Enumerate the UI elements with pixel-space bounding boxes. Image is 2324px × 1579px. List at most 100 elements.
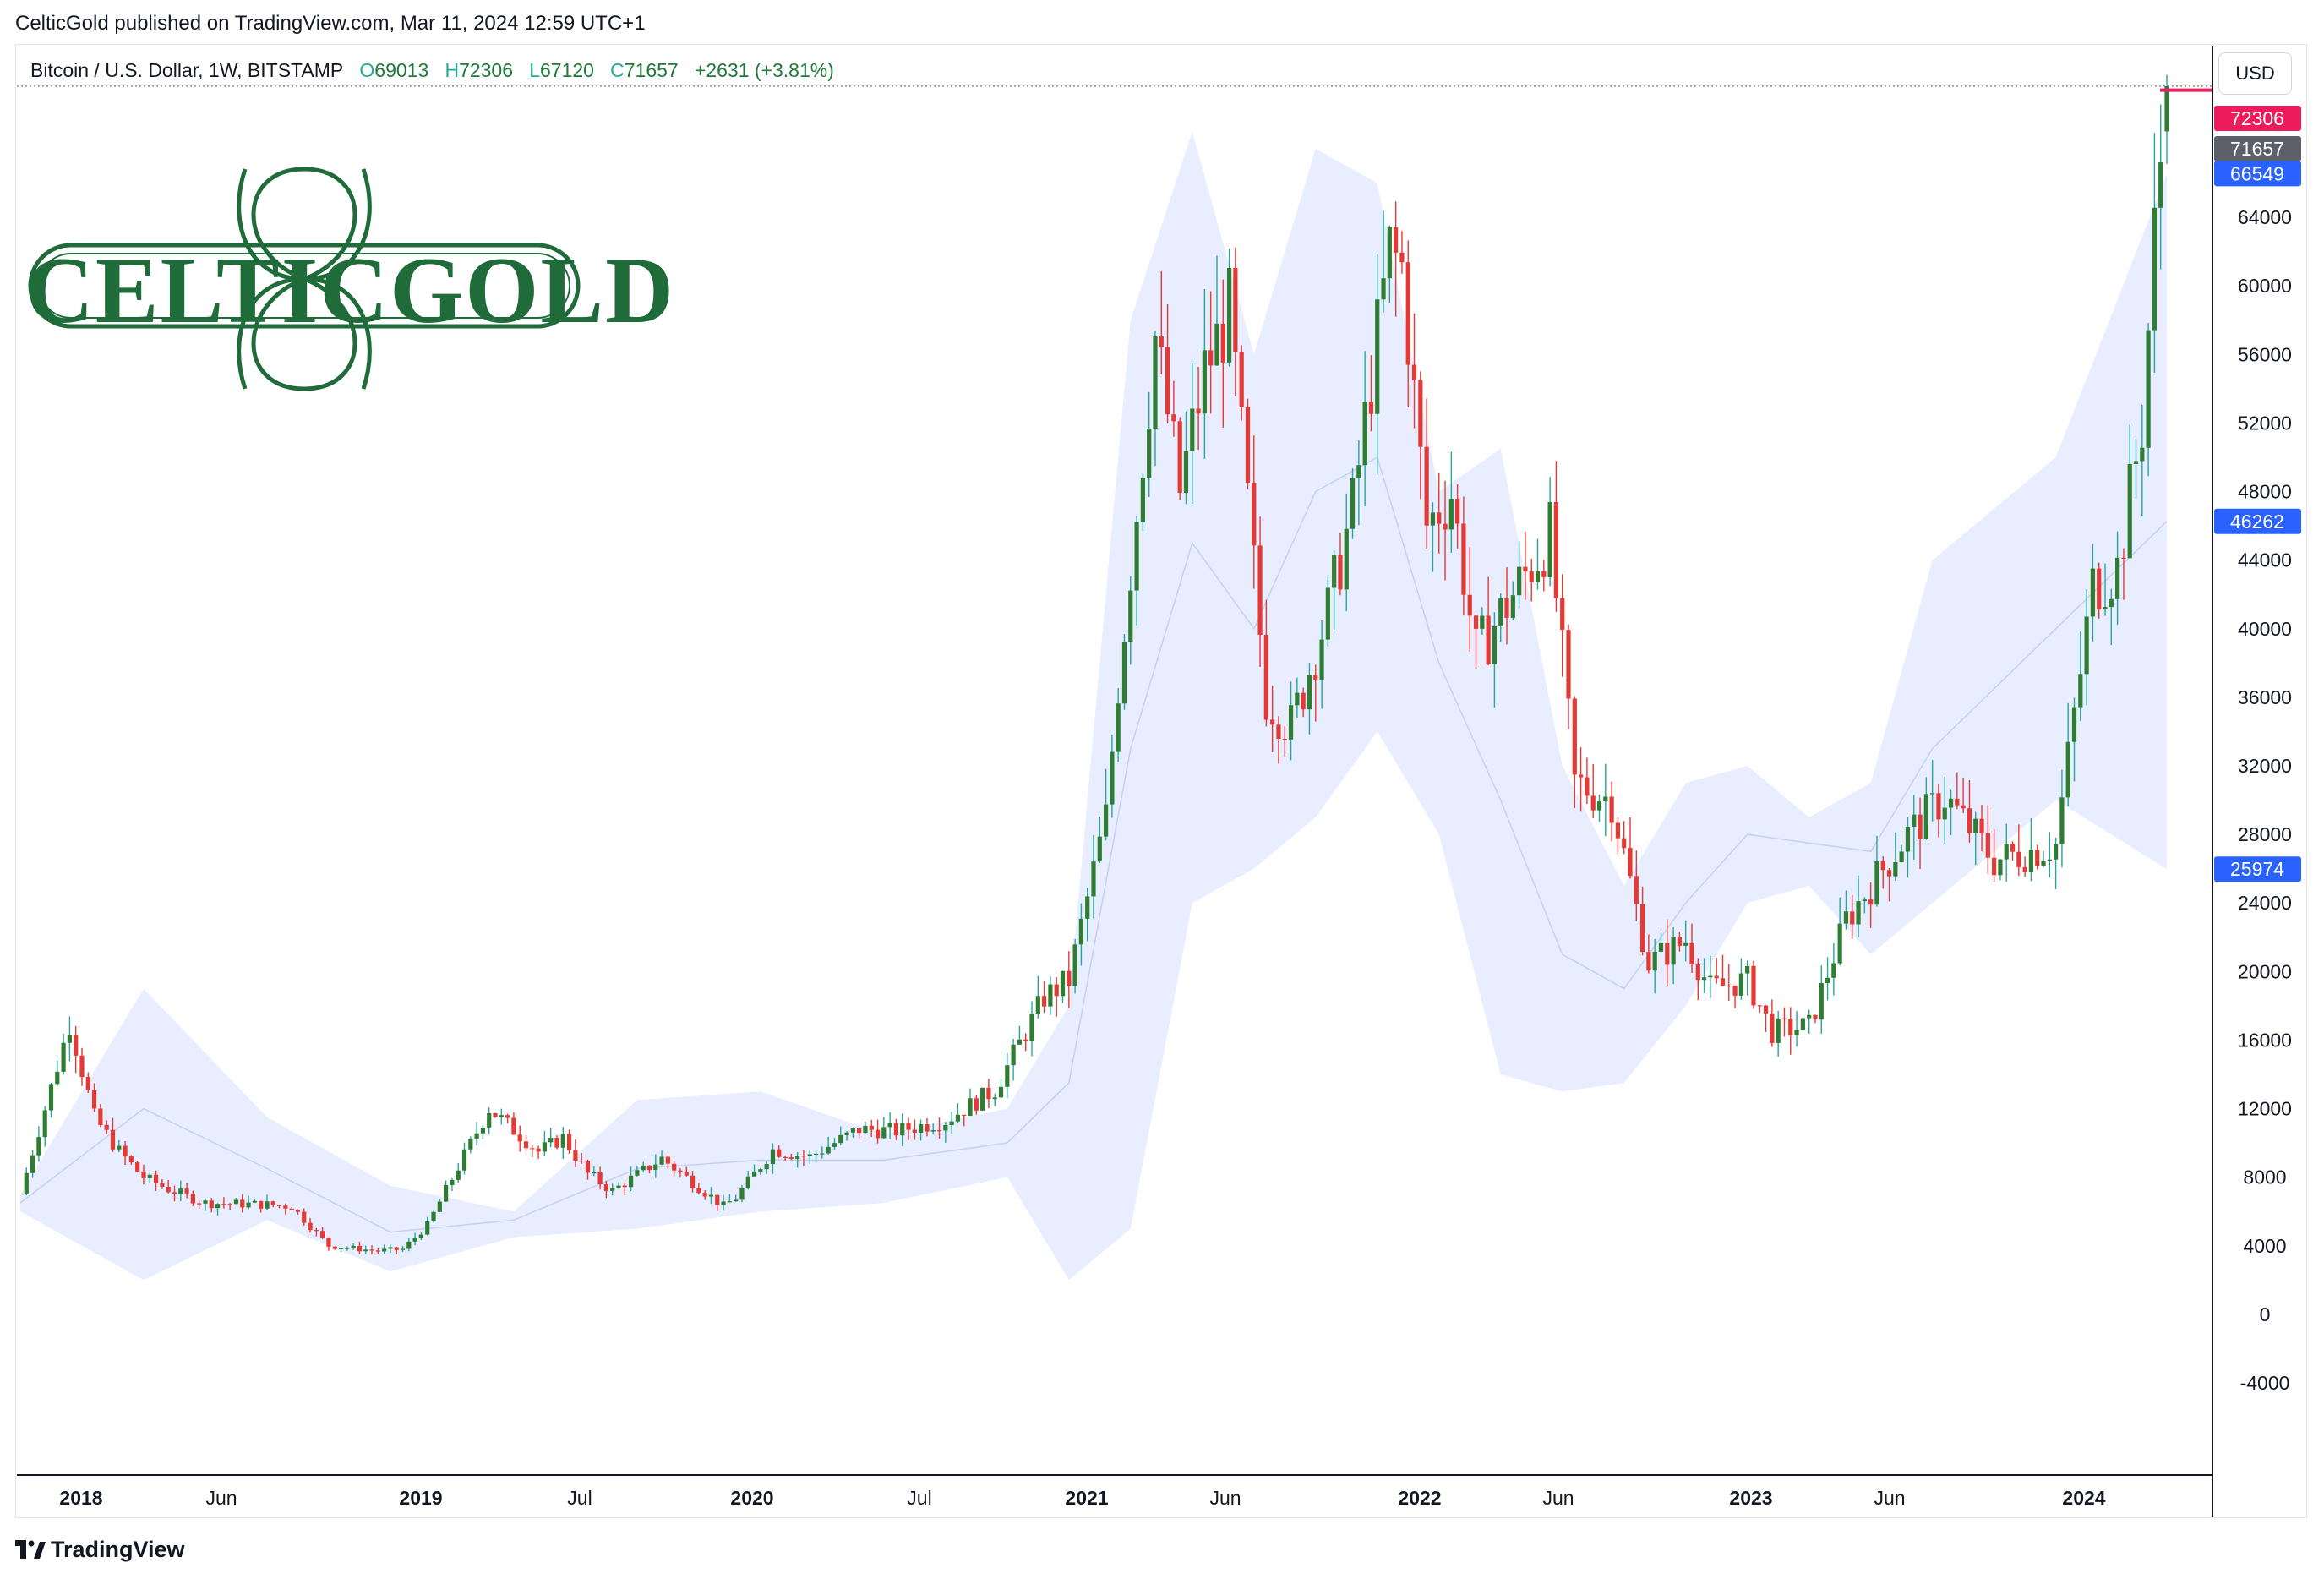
candle-body: [696, 1188, 701, 1194]
candle-body: [734, 1199, 739, 1202]
candle-body: [474, 1133, 479, 1139]
candle-body: [74, 1035, 79, 1056]
candle-body: [1110, 751, 1115, 805]
currency-button[interactable]: USD: [2218, 52, 2292, 95]
tradingview-brand[interactable]: TradingView: [15, 1537, 185, 1563]
candle-body: [715, 1194, 720, 1205]
candle-body: [1695, 964, 1700, 981]
candle-body: [1677, 937, 1682, 946]
candle-body: [1097, 836, 1102, 862]
candle-body: [1862, 899, 1867, 902]
candle-body: [992, 1097, 997, 1100]
price-tag-box: [2214, 136, 2301, 161]
candle-body: [936, 1130, 942, 1132]
y-tick-label: 32000: [2238, 755, 2292, 777]
candle-body: [320, 1231, 325, 1238]
candle-body: [2065, 741, 2070, 798]
candle-body: [1196, 408, 1201, 414]
candle-body: [857, 1128, 862, 1134]
candle-body: [603, 1184, 608, 1191]
candle-body: [751, 1171, 757, 1177]
candle-body: [1856, 901, 1861, 925]
candle-body: [585, 1161, 591, 1173]
candle-body: [795, 1156, 800, 1159]
candle-body: [1523, 566, 1528, 572]
candle-body: [1683, 942, 1688, 946]
candle-body: [1850, 911, 1855, 925]
candle-body: [1467, 594, 1472, 616]
candle-body: [1461, 523, 1466, 595]
candle-body: [1072, 944, 1077, 986]
candle-body: [197, 1203, 202, 1205]
candle-body: [1510, 595, 1515, 618]
y-tick-label: 60000: [2238, 275, 2292, 297]
candle-body: [1776, 1018, 1781, 1043]
low-value: 67120: [540, 59, 594, 81]
candle-body: [480, 1127, 486, 1134]
candle-body: [1301, 692, 1306, 710]
candle-body: [1171, 414, 1176, 422]
candle-body: [1498, 598, 1503, 626]
candle-body: [1313, 675, 1318, 680]
candle-body: [1504, 598, 1509, 618]
candle-body: [147, 1174, 152, 1178]
candle-body: [2090, 568, 2096, 617]
candle-body: [1103, 804, 1109, 837]
candle-body: [394, 1247, 399, 1250]
time-axis: 2018 Jun 2019 Jul 2020 Jul 2021 Jun 2022 Jun 2023 J…: [17, 1474, 2212, 1509]
candle-body: [678, 1170, 683, 1172]
candle-body: [1923, 794, 1928, 839]
candle-body: [1375, 299, 1380, 414]
candle-body: [172, 1192, 177, 1194]
candle-body: [597, 1172, 603, 1185]
candle-body: [203, 1200, 208, 1204]
candle-body: [2054, 844, 2059, 860]
candle-body: [1153, 336, 1158, 429]
candle-body: [906, 1123, 911, 1130]
price-axis: -4000 0 4000 8000 12000 16000 20000 24000 28000 3…: [2212, 46, 2301, 1517]
candle-body: [338, 1248, 344, 1249]
candle-body: [468, 1138, 473, 1150]
candle-body: [1622, 838, 1627, 849]
candle-body: [2035, 850, 2040, 866]
x-tick-label: 2024: [2062, 1487, 2105, 1509]
candle-body: [1800, 1018, 1805, 1030]
candle-body: [641, 1165, 646, 1171]
candle-body: [1473, 615, 1479, 629]
y-tick-label: 36000: [2238, 686, 2292, 708]
candle-body: [252, 1200, 257, 1203]
candle-body: [783, 1156, 788, 1158]
x-tick-label: Jul: [567, 1487, 592, 1509]
candle-body: [1603, 796, 1608, 802]
candle-body: [1757, 1005, 1762, 1007]
candle-body: [548, 1138, 554, 1143]
candle-body: [1399, 252, 1405, 263]
candle-body: [1899, 851, 1904, 863]
candle-body: [1085, 896, 1090, 919]
candle-body: [1751, 965, 1756, 1006]
price-tag-label: 66549: [2230, 162, 2284, 184]
candle-body: [190, 1193, 195, 1204]
candle-body: [2059, 797, 2065, 844]
candle-body: [1411, 364, 1417, 380]
candle-body: [2028, 850, 2034, 873]
tradingview-label: TradingView: [51, 1537, 185, 1562]
candle-body: [2016, 851, 2021, 867]
close-value: 71657: [624, 59, 679, 81]
candle-body: [1973, 818, 1978, 834]
candle-body: [1147, 428, 1152, 478]
x-tick-label: Jun: [1209, 1487, 1241, 1509]
candle-body: [1985, 833, 1990, 858]
candle-body: [1005, 1065, 1010, 1087]
candle-body: [1955, 798, 1960, 806]
candle-body: [1220, 323, 1225, 363]
x-tick-label: 2022: [1398, 1487, 1441, 1509]
candle-body: [925, 1124, 930, 1132]
candle-body: [2146, 330, 2151, 448]
candle-body: [887, 1123, 892, 1128]
candle-body: [1448, 499, 1454, 530]
candle-body: [1214, 323, 1219, 366]
candle-body: [1880, 861, 1885, 871]
candle-body: [233, 1199, 239, 1205]
